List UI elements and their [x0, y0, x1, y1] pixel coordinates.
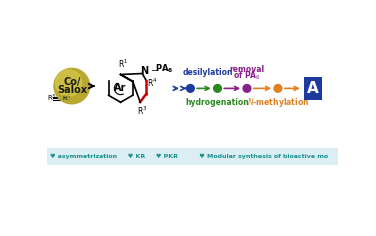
Circle shape	[56, 70, 82, 96]
Bar	[47, 148, 338, 165]
Circle shape	[54, 68, 89, 104]
Text: $\mathrm{R^1}$: $\mathrm{R^1}$	[118, 58, 128, 70]
Circle shape	[243, 84, 251, 92]
Text: Salox: Salox	[57, 85, 87, 95]
Text: removal: removal	[229, 65, 264, 74]
Text: $\mathrm{R^4}$: $\mathrm{R^4}$	[147, 76, 157, 88]
Text: hydrogenation: hydrogenation	[186, 98, 249, 107]
FancyBboxPatch shape	[303, 77, 322, 100]
Text: $\it{N}$-methylation: $\it{N}$-methylation	[247, 96, 309, 109]
Circle shape	[186, 84, 194, 92]
Circle shape	[214, 84, 221, 92]
Text: N: N	[140, 66, 148, 76]
Text: $-$: $-$	[150, 64, 158, 73]
Text: $\mathbf{PA_6}$: $\mathbf{PA_6}$	[155, 63, 173, 75]
Circle shape	[274, 84, 282, 92]
Text: A: A	[307, 81, 319, 96]
Text: $\mathregular{R^4}$: $\mathregular{R^4}$	[62, 93, 72, 104]
Text: ♥ asymmetrization     ♥ KR     ♥ PKR          ♥ Modular synthesis of bioactive m: ♥ asymmetrization ♥ KR ♥ PKR ♥ Modular s…	[50, 153, 328, 159]
Text: Ar: Ar	[114, 83, 127, 93]
Text: $\mathrm{R^3}$: $\mathrm{R^3}$	[136, 104, 147, 117]
Text: $\mathregular{R^3}$: $\mathregular{R^3}$	[47, 93, 57, 104]
Text: of PA$_6$: of PA$_6$	[233, 70, 261, 82]
Text: desilylation: desilylation	[183, 68, 233, 77]
Text: Co/: Co/	[63, 77, 80, 87]
